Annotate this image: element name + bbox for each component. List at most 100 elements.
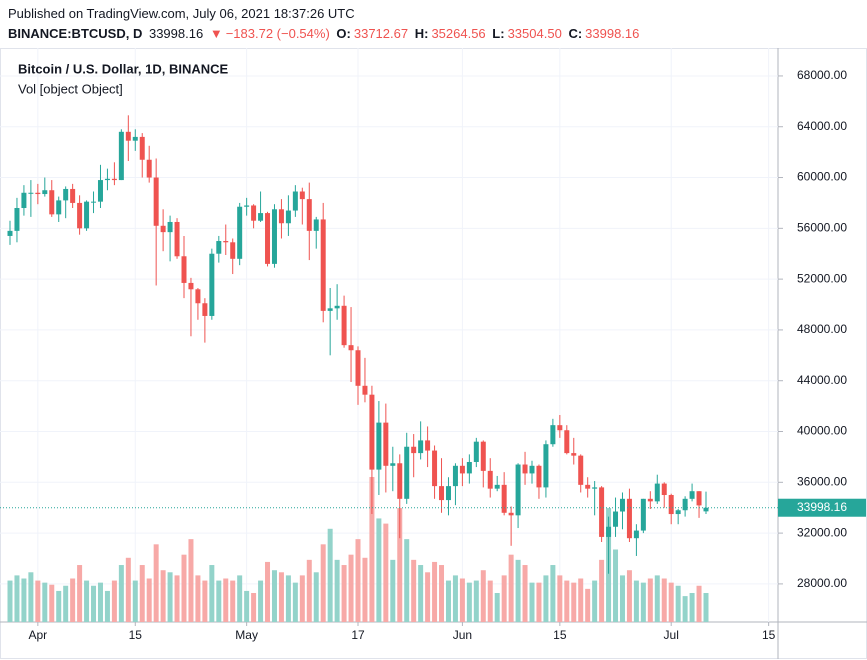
volume-bar xyxy=(390,559,396,622)
volume-bar xyxy=(529,582,535,622)
candle-body xyxy=(35,192,41,195)
candle-body xyxy=(188,282,194,290)
volume-bar xyxy=(355,539,361,622)
close-label: C: xyxy=(568,26,583,41)
x-tick-label: May xyxy=(235,628,258,642)
candle-body xyxy=(619,498,625,512)
candle-body xyxy=(320,219,326,311)
volume-bar xyxy=(397,508,403,622)
candle-body xyxy=(104,178,110,181)
candle-body xyxy=(501,484,507,513)
price: 33998.16 xyxy=(148,26,204,41)
volume-bar xyxy=(703,593,709,622)
candle-body xyxy=(160,225,166,233)
volume-bar xyxy=(439,565,445,622)
candle-body xyxy=(668,495,674,515)
candle-body xyxy=(536,465,542,488)
volume-bar xyxy=(14,575,20,622)
volume-bar xyxy=(209,565,215,622)
candle-body xyxy=(439,486,445,501)
candle-body xyxy=(487,470,493,489)
volume-bar xyxy=(432,561,438,622)
volume-bar xyxy=(578,578,584,622)
y-tick-label: 60000.00 xyxy=(797,170,847,184)
volume-bar xyxy=(306,559,312,622)
volume-bar xyxy=(167,572,173,622)
candle-body xyxy=(452,465,458,487)
candle-body xyxy=(411,446,417,454)
volume-bar xyxy=(445,580,451,622)
candle-body xyxy=(132,136,138,141)
candle-body xyxy=(564,430,570,454)
candle-body xyxy=(118,131,124,181)
volume-bar xyxy=(125,557,131,622)
volume-bar xyxy=(508,554,514,622)
candle-body xyxy=(473,441,479,462)
volume-bar xyxy=(77,565,83,622)
volume-bar xyxy=(139,565,145,622)
volume-bar xyxy=(188,539,194,622)
volume-bar xyxy=(640,582,646,622)
candle-body xyxy=(355,350,361,386)
volume-bar xyxy=(425,572,431,622)
candle-body xyxy=(84,201,90,229)
candle-body xyxy=(181,256,187,283)
y-tick-label: 44000.00 xyxy=(797,373,847,387)
candle-body xyxy=(21,192,27,209)
volume-bar xyxy=(7,580,13,622)
volume-bar xyxy=(550,565,556,622)
candle-body xyxy=(633,530,639,539)
volume-bar xyxy=(174,575,180,622)
volume-bar xyxy=(230,580,236,622)
last-price-box xyxy=(778,498,866,517)
candle-body xyxy=(397,463,403,499)
low-value: 33504.50 xyxy=(507,26,562,41)
volume-bar xyxy=(626,570,632,622)
candle-body xyxy=(299,191,305,200)
candle-body xyxy=(77,202,83,229)
candle-body xyxy=(494,484,500,489)
open-label: O: xyxy=(336,26,351,41)
y-tick-label: 64000.00 xyxy=(797,119,847,133)
candle-body xyxy=(425,440,431,451)
volume-bar xyxy=(661,578,667,622)
volume-bar xyxy=(599,559,605,622)
candle-body xyxy=(49,190,55,215)
volume-bar xyxy=(97,582,103,622)
volume-bar xyxy=(557,575,563,622)
volume-bar xyxy=(334,559,340,622)
change: −183.72 (−0.54%) xyxy=(225,26,330,41)
y-tick-label: 32000.00 xyxy=(797,525,847,539)
volume-bar xyxy=(613,549,619,622)
volume-bar xyxy=(111,580,117,622)
y-tick-label: 52000.00 xyxy=(797,271,847,285)
volume-bar xyxy=(480,570,486,622)
volume-bar xyxy=(689,593,695,622)
volume-bar xyxy=(21,578,27,622)
volume-bar xyxy=(292,582,298,622)
volume-bar xyxy=(369,477,375,622)
candle-body xyxy=(369,394,375,470)
volume-bar xyxy=(459,578,465,622)
candle-body xyxy=(153,177,159,226)
candle-body xyxy=(682,498,688,511)
candle-body xyxy=(432,450,438,487)
candle-body xyxy=(306,199,312,231)
candle-body xyxy=(459,465,465,474)
close-value: 33998.16 xyxy=(585,26,640,41)
x-tick-label: Apr xyxy=(28,628,47,642)
candle-body xyxy=(404,446,410,499)
volume-bar xyxy=(696,585,702,622)
candle-body xyxy=(146,159,152,178)
volume-bar xyxy=(265,561,271,622)
symbol-line: BINANCE:BTCUSD, D 33998.16 ▼ −183.72 (−0.… xyxy=(8,26,642,41)
candle-body xyxy=(327,308,333,311)
candle-body xyxy=(14,208,20,231)
candle-body xyxy=(202,303,208,316)
candle-body xyxy=(341,305,347,346)
volume-bar xyxy=(543,575,549,622)
volume-bar xyxy=(536,582,542,622)
candle-body xyxy=(139,136,145,160)
candle-body xyxy=(585,484,591,489)
